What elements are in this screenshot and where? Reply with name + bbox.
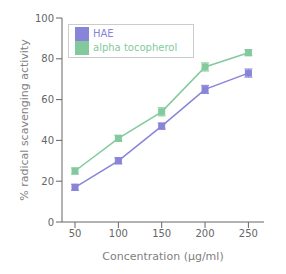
svg-text:80: 80 bbox=[41, 53, 54, 64]
svg-text:100: 100 bbox=[109, 228, 128, 239]
svg-text:Concentration (μg/ml): Concentration (μg/ml) bbox=[102, 250, 223, 263]
svg-text:50: 50 bbox=[69, 228, 82, 239]
svg-text:200: 200 bbox=[196, 228, 215, 239]
html-text:HAE: HAE bbox=[93, 28, 114, 39]
svg-text:20: 20 bbox=[41, 176, 54, 187]
svg-text:150: 150 bbox=[152, 228, 171, 239]
svg-text:60: 60 bbox=[41, 94, 54, 105]
html-text:alpha tocopherol: alpha tocopherol bbox=[93, 42, 178, 53]
svg-text:100: 100 bbox=[35, 13, 54, 24]
svg-text:250: 250 bbox=[239, 228, 258, 239]
svg-text:% radical scavenging activity: % radical scavenging activity bbox=[18, 39, 31, 201]
svg-text:0: 0 bbox=[48, 217, 54, 228]
svg-text:40: 40 bbox=[41, 135, 54, 146]
